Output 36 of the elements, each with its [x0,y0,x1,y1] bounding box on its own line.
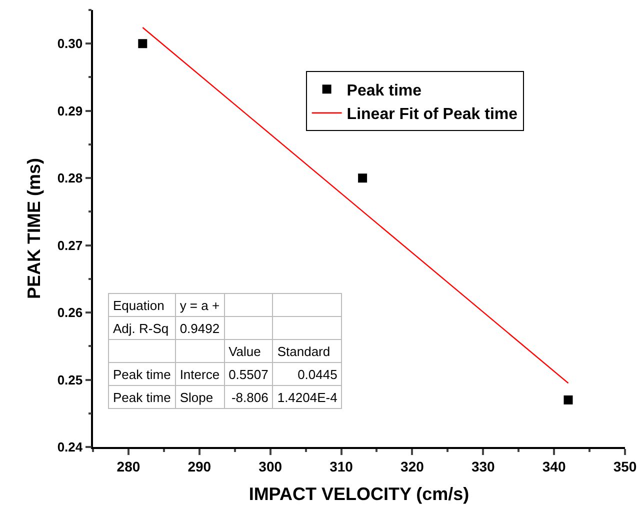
annotation: 1.4204E-4 [272,386,342,408]
annotation: Value [224,340,273,362]
annotation: Adj. R-Sq [108,316,176,340]
x-tick-label: 340 [542,458,566,475]
annotation: y = a + [175,294,224,316]
x-tick-label: 350 [613,458,637,475]
y-tick-label: 0.27 [57,238,83,253]
annotation: Peak time [108,362,176,386]
y-axis-title: PEAK TIME (ms) [24,158,44,300]
annotation: Standard [272,340,342,362]
y-tick-label: 0.24 [57,440,84,455]
y-tick-label: 0.25 [57,372,83,388]
point [358,174,368,183]
annotation: Equation [108,294,176,316]
y-tick-label: 0.29 [57,103,83,118]
annotation: 0.5507 [224,362,273,386]
annotation: 0.9492 [175,316,224,340]
x-tick-label: 280 [116,458,140,475]
annotation: Interce [175,362,224,386]
y-tick-label: 0.28 [57,170,83,186]
x-axis-title: IMPACT VELOCITY (cm/s) [248,484,470,504]
annotation: 0.0445 [272,362,342,386]
legend-label: Peak time [346,82,422,100]
x-tick-label: 320 [400,458,424,475]
y-tick-label: 0.26 [57,305,83,320]
y-tick-label: 0.30 [57,36,83,52]
annotation: -8.806 [224,386,273,408]
point [564,395,573,404]
x-tick-label: 330 [471,458,496,475]
point [138,39,148,48]
x-tick-label: 300 [258,458,282,475]
x-tick-label: 310 [330,458,354,475]
legend-label: Linear Fit of Peak time [346,106,518,124]
x-tick-label: 290 [188,458,212,475]
annotation: Slope [175,386,224,408]
annotation: Peak time [108,386,176,408]
